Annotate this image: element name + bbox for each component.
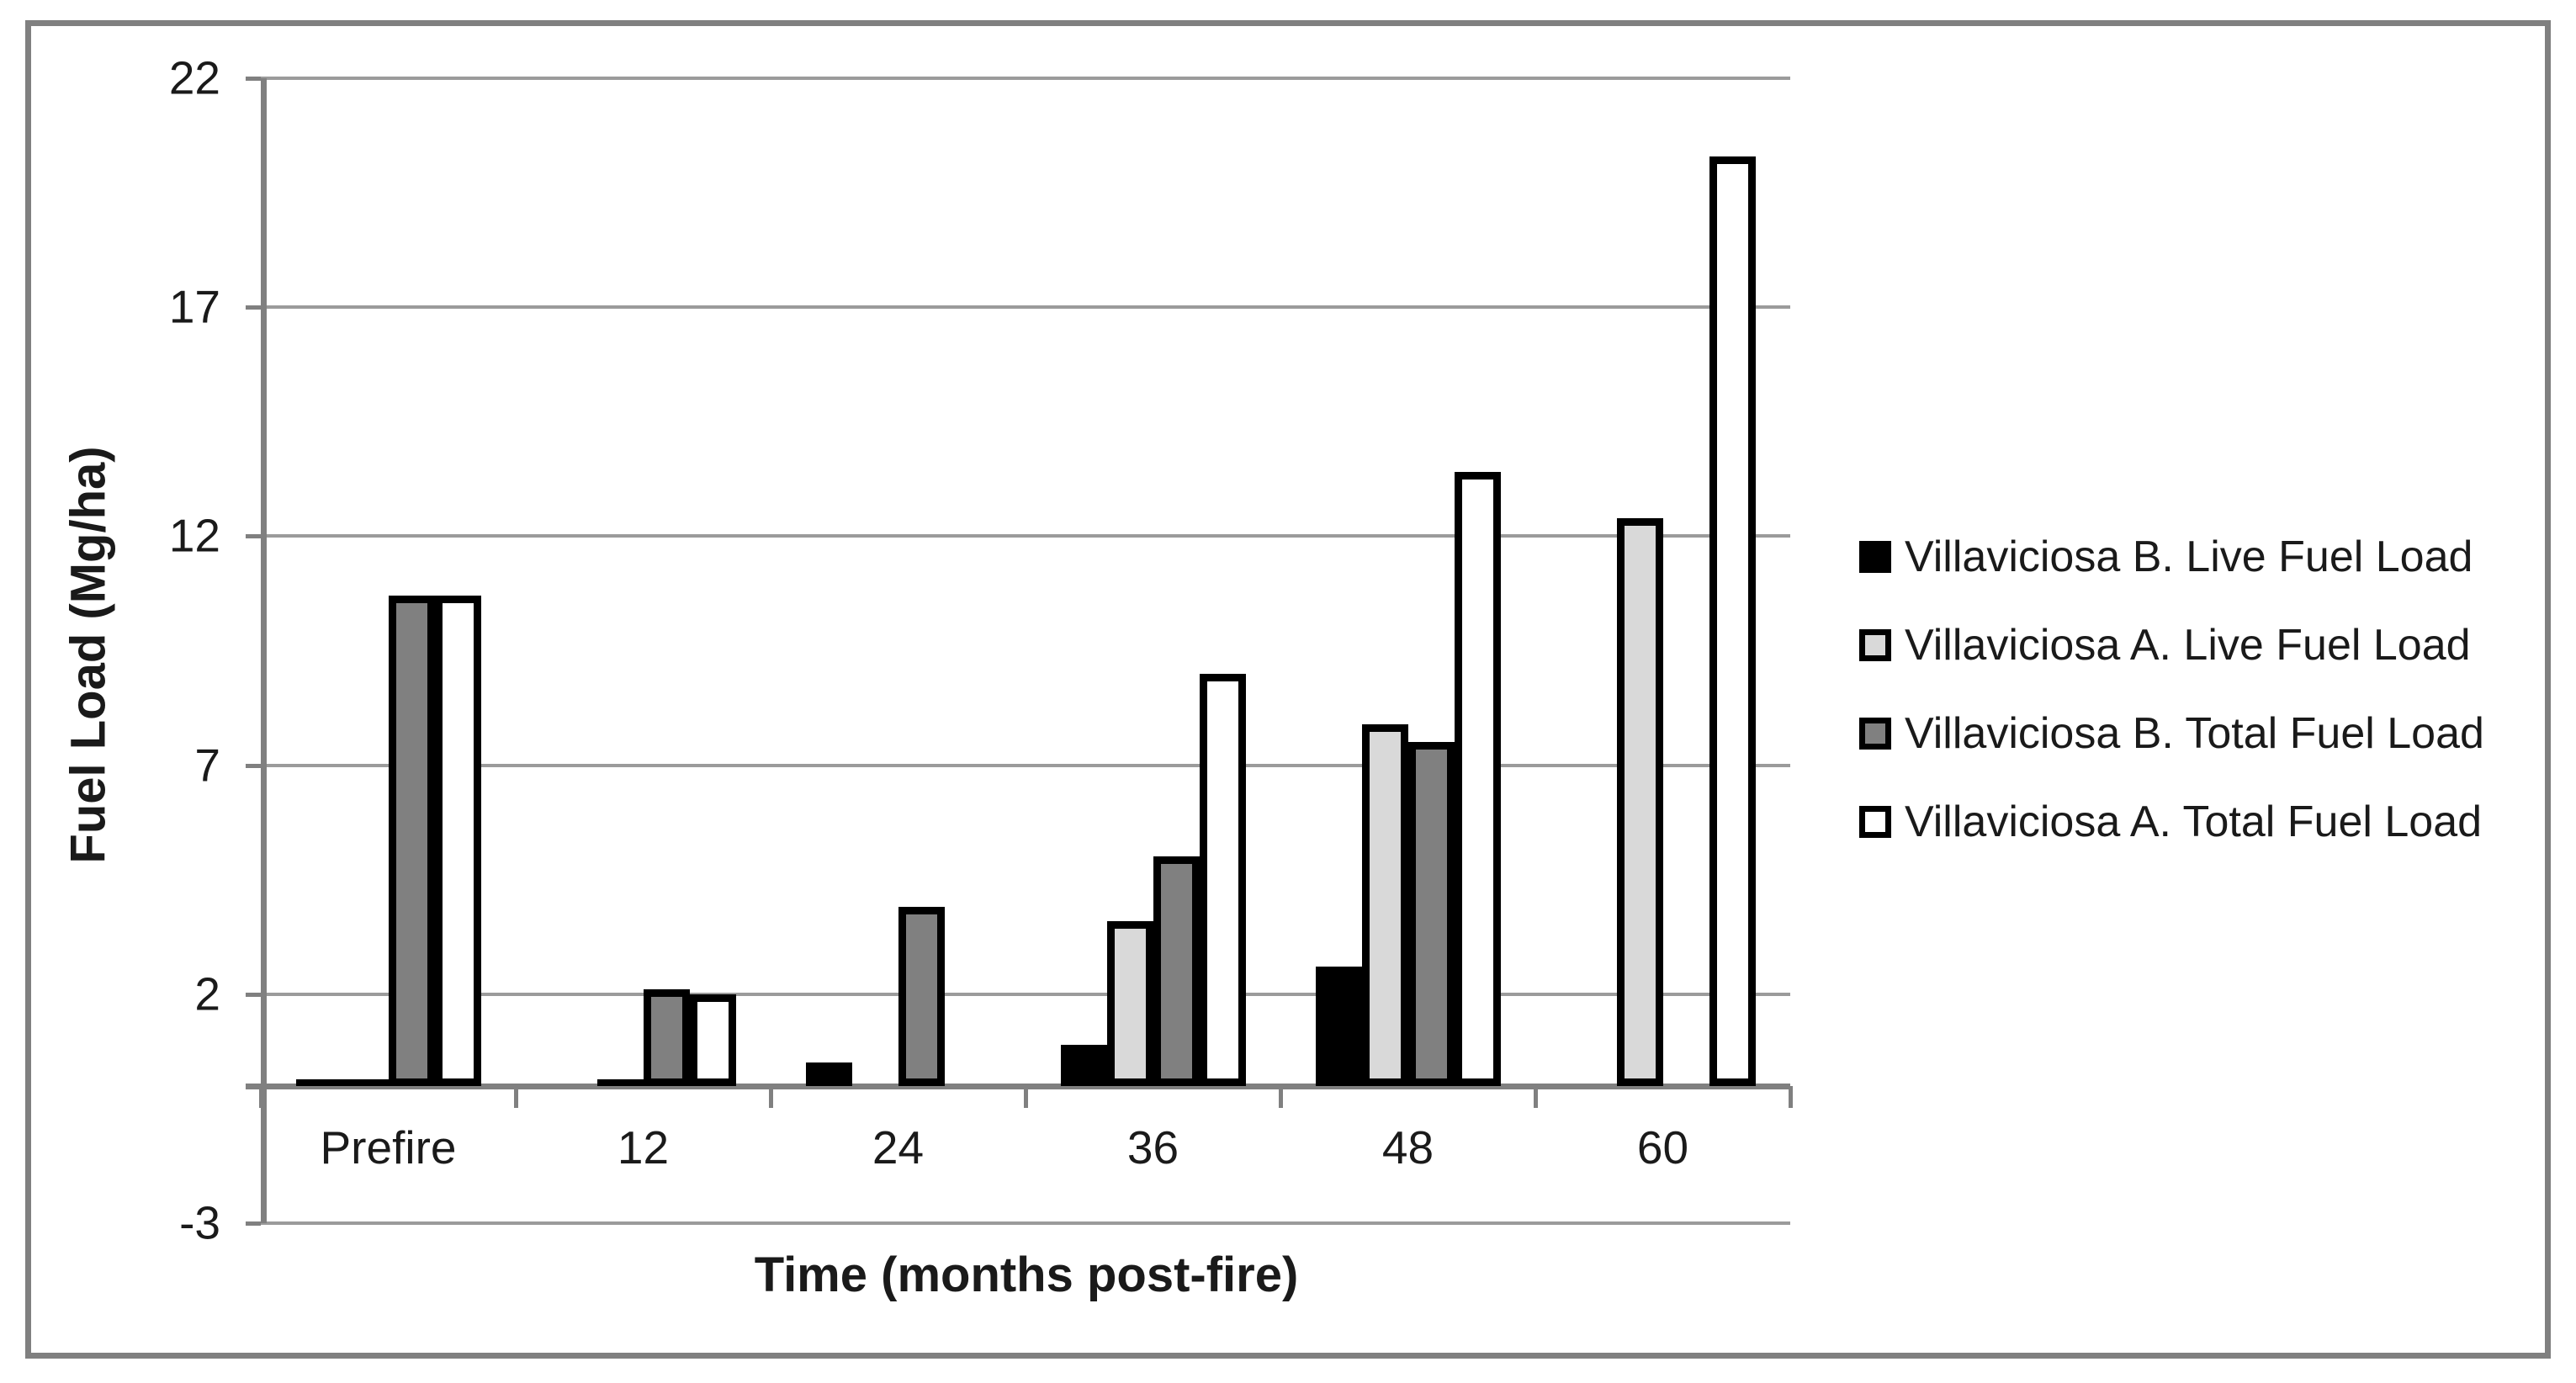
y-tick-label: 22 bbox=[168, 51, 220, 104]
y-axis-line bbox=[261, 78, 267, 1223]
x-category-label: 36 bbox=[1126, 1121, 1179, 1174]
bar-4-series-0 bbox=[1315, 967, 1362, 1086]
bar-2-series-2 bbox=[898, 907, 945, 1086]
x-category-label: 12 bbox=[617, 1121, 670, 1174]
x-category-label: Prefire bbox=[320, 1121, 457, 1174]
x-category-label: 60 bbox=[1636, 1121, 1689, 1174]
x-category-label: 48 bbox=[1381, 1121, 1434, 1174]
y-axis-tick bbox=[246, 992, 261, 997]
gridline bbox=[261, 77, 1790, 80]
bar-1-series-1 bbox=[596, 1078, 644, 1086]
x-axis-tick bbox=[514, 1085, 518, 1108]
bar-3-series-2 bbox=[1153, 856, 1200, 1086]
y-axis-tick bbox=[246, 763, 261, 768]
bar-5-series-3 bbox=[1709, 156, 1756, 1086]
gridline bbox=[261, 992, 1790, 996]
bar-4-series-1 bbox=[1361, 723, 1408, 1086]
bar-3-series-3 bbox=[1199, 673, 1246, 1086]
legend-swatch-icon bbox=[1859, 541, 1891, 573]
y-axis-title: Fuel Load (Mg/ha) bbox=[61, 446, 116, 864]
y-tick-label: 17 bbox=[168, 280, 220, 333]
chart-border-frame bbox=[25, 20, 2551, 1359]
bar-0-series-2 bbox=[388, 596, 435, 1086]
bar-3-series-0 bbox=[1060, 1044, 1107, 1086]
y-tick-label: 2 bbox=[194, 967, 220, 1020]
bar-4-series-3 bbox=[1454, 472, 1501, 1086]
legend-label: Villaviciosa B. Total Fuel Load bbox=[1905, 709, 2484, 758]
y-axis-tick bbox=[246, 77, 261, 81]
y-tick-label: 12 bbox=[168, 509, 220, 562]
legend-swatch-icon bbox=[1859, 806, 1891, 838]
gridline bbox=[261, 1221, 1790, 1225]
bar-1-series-3 bbox=[689, 994, 736, 1086]
y-axis-tick bbox=[246, 305, 261, 310]
bar-3-series-1 bbox=[1106, 920, 1153, 1086]
x-axis-tick bbox=[769, 1085, 773, 1108]
bar-2-series-0 bbox=[805, 1062, 852, 1086]
gridline bbox=[261, 763, 1790, 767]
legend-item: Villaviciosa B. Live Fuel Load bbox=[1859, 535, 2484, 579]
bar-0-series-3 bbox=[434, 596, 481, 1086]
legend: Villaviciosa B. Live Fuel Load Villavicio… bbox=[1859, 535, 2484, 844]
x-category-label: 24 bbox=[872, 1121, 925, 1174]
legend-item: Villaviciosa A. Live Fuel Load bbox=[1859, 623, 2484, 667]
legend-swatch-icon bbox=[1859, 718, 1891, 750]
bar-4-series-2 bbox=[1407, 742, 1455, 1086]
legend-item: Villaviciosa A. Total Fuel Load bbox=[1859, 800, 2484, 844]
legend-item: Villaviciosa B. Total Fuel Load bbox=[1859, 712, 2484, 755]
bar-5-series-1 bbox=[1616, 517, 1663, 1086]
bar-0-series-0 bbox=[295, 1078, 342, 1086]
x-axis-tick bbox=[1534, 1085, 1538, 1108]
x-axis-tick bbox=[1024, 1085, 1028, 1108]
x-axis-line bbox=[246, 1083, 1790, 1089]
x-axis-tick bbox=[1279, 1085, 1283, 1108]
y-axis-tick bbox=[246, 1221, 261, 1226]
x-axis-tick bbox=[1789, 1085, 1793, 1108]
gridline bbox=[261, 305, 1790, 310]
bar-1-series-2 bbox=[643, 989, 690, 1086]
gridline bbox=[261, 534, 1790, 538]
bar-0-series-1 bbox=[342, 1078, 389, 1086]
legend-label: Villaviciosa B. Live Fuel Load bbox=[1905, 533, 2473, 581]
legend-label: Villaviciosa A. Live Fuel Load bbox=[1905, 621, 2471, 670]
legend-label: Villaviciosa A. Total Fuel Load bbox=[1905, 797, 2483, 846]
legend-swatch-icon bbox=[1859, 629, 1891, 661]
y-tick-label: 7 bbox=[194, 739, 220, 792]
y-tick-label: -3 bbox=[179, 1196, 220, 1249]
x-axis-title: Time (months post-fire) bbox=[754, 1248, 1299, 1302]
y-axis-tick bbox=[246, 534, 261, 539]
